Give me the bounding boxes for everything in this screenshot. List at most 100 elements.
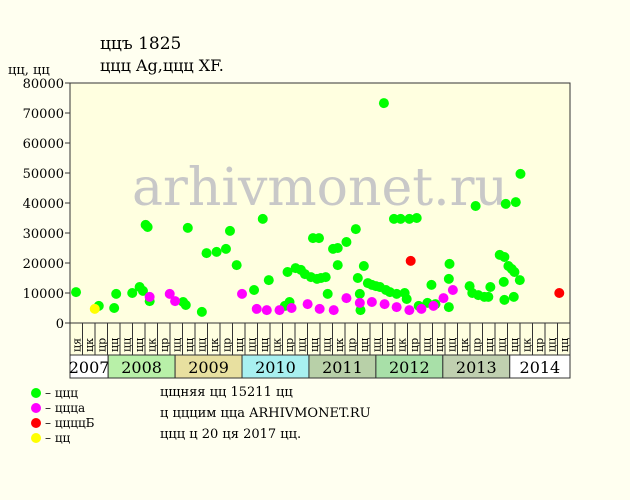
- data-point: [443, 273, 454, 284]
- data-point: [354, 288, 365, 299]
- note: ц цццим ццa ARHIVMONET.RU: [160, 406, 371, 421]
- data-point: [378, 98, 389, 109]
- data-point: [498, 276, 509, 287]
- data-point: [341, 293, 352, 304]
- data-point: [127, 288, 138, 298]
- legend-marker: [31, 418, 41, 428]
- month-label: цц: [195, 338, 208, 352]
- data-point: [211, 246, 222, 257]
- data-point: [274, 305, 285, 316]
- month-label: цц: [508, 338, 521, 352]
- data-point: [201, 248, 212, 259]
- data-point: [263, 275, 274, 286]
- y-tick-label: 40000: [23, 197, 64, 212]
- data-point: [249, 285, 260, 295]
- data-point: [180, 300, 191, 310]
- legend-marker: [31, 403, 41, 413]
- year-label: 2010: [255, 358, 296, 377]
- chart-title: ццъ 1825: [100, 34, 181, 54]
- month-label: цц: [120, 338, 133, 352]
- month-label: цк: [458, 338, 471, 352]
- data-point: [231, 260, 242, 271]
- data-point: [554, 288, 565, 298]
- data-point: [499, 294, 510, 305]
- data-point: [515, 168, 526, 179]
- month-label: цц: [558, 338, 571, 352]
- data-point: [332, 243, 343, 253]
- month-label: цц: [183, 338, 196, 352]
- month-label: цк: [520, 338, 533, 352]
- month-label: цр: [95, 338, 108, 352]
- data-point: [224, 225, 235, 236]
- note: цщняя цц 15211 цц: [160, 385, 293, 400]
- month-label: цц: [245, 338, 258, 352]
- data-point: [404, 213, 415, 224]
- legend-marker: [31, 388, 41, 398]
- legend-label: – ццццБ: [45, 416, 95, 430]
- data-point: [416, 303, 427, 314]
- data-point: [379, 299, 390, 310]
- month-label: цц: [445, 338, 458, 352]
- month-label: цк: [270, 338, 283, 352]
- month-label: цц: [483, 338, 496, 352]
- data-point: [443, 302, 454, 313]
- month-label: цц: [108, 338, 121, 352]
- data-point: [350, 224, 361, 235]
- data-point: [395, 213, 406, 224]
- data-point: [302, 299, 313, 310]
- data-point: [483, 291, 494, 302]
- month-label: цц: [370, 338, 383, 352]
- data-point: [142, 222, 153, 232]
- data-point: [485, 282, 496, 292]
- data-point: [405, 255, 416, 266]
- month-label: цц: [383, 338, 396, 352]
- data-point: [237, 288, 248, 299]
- data-point: [170, 296, 181, 307]
- y-tick-label: 70000: [23, 107, 64, 122]
- data-point: [320, 272, 331, 283]
- data-point: [509, 267, 520, 277]
- data-point: [109, 303, 120, 313]
- data-point: [137, 285, 148, 296]
- legend-label: – цццa: [45, 401, 85, 415]
- data-point: [164, 288, 175, 299]
- data-point: [508, 291, 519, 302]
- data-point: [182, 222, 193, 233]
- month-label: цц: [258, 338, 271, 352]
- month-label: цк: [83, 338, 96, 352]
- legend-label: – цц: [45, 431, 71, 445]
- year-label: 2014: [520, 358, 561, 377]
- data-point: [366, 297, 377, 307]
- month-label: ця: [70, 338, 83, 352]
- data-point: [196, 306, 207, 317]
- data-point: [89, 303, 100, 314]
- y-tick-label: 30000: [23, 227, 64, 242]
- data-point: [499, 252, 510, 262]
- month-label: цк: [208, 338, 221, 352]
- month-label: цц: [295, 338, 308, 352]
- month-label: цр: [533, 338, 546, 352]
- month-label: цк: [145, 338, 158, 352]
- year-band: [509, 354, 571, 379]
- data-point: [261, 305, 272, 316]
- data-point: [444, 258, 455, 269]
- y-axis-label: цц, цц: [8, 63, 50, 78]
- month-label: цц: [358, 338, 371, 352]
- month-label: цц: [233, 338, 246, 352]
- month-label: цц: [420, 338, 433, 352]
- data-point: [341, 237, 352, 247]
- data-point: [404, 305, 415, 316]
- month-label: цк: [333, 338, 346, 352]
- data-point: [314, 303, 325, 314]
- data-point: [286, 303, 297, 313]
- data-point: [251, 303, 262, 314]
- data-point: [328, 305, 339, 316]
- data-point: [313, 233, 324, 244]
- month-label: цц: [433, 338, 446, 352]
- data-point: [510, 197, 521, 208]
- month-label: цц: [545, 338, 558, 352]
- data-point: [428, 300, 439, 311]
- y-tick-label: 50000: [23, 167, 64, 182]
- month-label: цк: [395, 338, 408, 352]
